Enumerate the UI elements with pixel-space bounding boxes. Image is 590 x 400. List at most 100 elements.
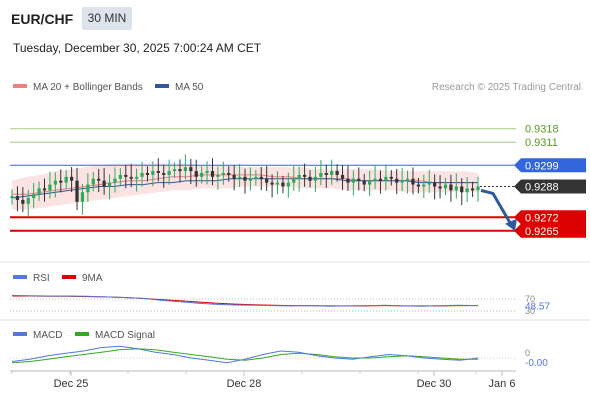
macd-legend-label: MACD [33,330,62,341]
macd-signal-legend-swatch [75,332,89,336]
level-tag-pivot [514,158,586,173]
ma9-legend-label: 9MA [82,273,103,284]
candle-body [265,178,269,183]
level-label-pivot: 0.9299 [525,160,559,172]
candle-body [42,188,47,191]
macd-signal-legend-label: MACD Signal [95,330,155,341]
ma20-legend-swatch [13,84,27,88]
candle-body [389,176,393,179]
candle-body [449,184,453,191]
candle-body [319,173,323,177]
level-label-support: 0.9272 [525,212,559,224]
candle-body [48,184,52,191]
x-tick-label: Jan 6 [489,378,516,390]
candle-body [227,173,231,175]
ma20-legend-label: MA 20 + Bollinger Bands [33,82,143,93]
candle-body [26,198,30,204]
level-label-resistance: 0.9318 [525,124,559,136]
rsi-legend-label: RSI [33,273,50,284]
candle-body [308,176,312,181]
candle-body [433,182,437,187]
candle-body [302,174,307,177]
candle-body [91,178,95,185]
candle-body [75,180,79,202]
candle-body [32,194,36,199]
candle-body [400,180,404,183]
candle-body [97,178,101,181]
candle-body [167,171,171,175]
candle-body [183,167,188,172]
candle-body [156,171,160,173]
candle-body [335,171,339,175]
candle-body [313,176,318,181]
candle-body [194,171,198,177]
header: EUR/CHF 30 MIN Tuesday, December 30, 202… [0,0,590,74]
forecast-arrow [480,189,512,224]
candle-body [178,169,182,172]
level-label-resistance: 0.9311 [525,137,558,149]
candle-body [362,180,366,185]
candle-body [21,199,25,204]
ma9-legend-swatch [62,275,76,279]
candle-body [113,178,117,183]
timeframe-badge[interactable]: 30 MIN [82,7,132,30]
candle-body [411,178,415,185]
macd-tick-label: 0 [525,348,530,358]
candle-body [427,182,431,185]
candle-body [162,173,166,175]
candle-body [476,186,480,191]
candle-body [107,182,112,187]
candle-body [118,174,122,179]
rsi-legend-swatch [13,275,27,279]
candle-body [232,174,236,179]
candle-body [205,171,209,173]
level-label-support: 0.9265 [525,226,559,238]
candle-body [80,192,85,202]
candle-body [373,178,377,181]
candle-body [37,188,41,195]
candle-body [210,171,215,177]
candle-body [172,169,177,172]
candle-body [59,180,63,183]
rsi-tick-label: 70 [525,294,535,304]
macd-value: -0.00 [525,358,548,369]
candle-body [69,176,74,181]
candle-body [395,178,399,183]
rsi-value: 48.57 [525,301,550,312]
candle-body [443,184,448,189]
candle-body [102,180,106,187]
x-axis: Dec 25 Dec 28 Dec 30 Jan 6 [11,371,516,390]
candle-body [438,186,442,189]
x-tick-label: Dec 25 [54,378,89,390]
candle-body [346,178,350,183]
candle-body [330,171,334,175]
candle-body [216,174,220,177]
candle-body [275,182,280,185]
rsi-line [11,294,479,307]
candle-body [254,176,258,179]
candle-body [422,184,426,187]
candle-body [64,176,68,183]
candle-body [324,173,328,175]
candle-body [357,178,361,181]
candle-body [351,178,355,183]
candle-body [286,182,290,187]
level-tag-support [514,210,586,225]
macd-signal-line [11,348,478,364]
candle-body [151,171,155,175]
candle-body [270,182,274,185]
level-label-current: 0.9288 [525,181,559,193]
ma9-line [12,295,478,307]
rsi-tick-label: 30 [525,306,535,316]
candle-body [297,174,301,179]
candle-body [200,173,204,177]
candle-body [281,182,285,187]
ma50-legend-label: MA 50 [175,82,204,93]
candle-body [10,196,14,199]
candle-body [368,180,372,185]
candle-body [378,178,383,181]
candle-body [15,196,20,200]
candle-body [145,173,150,175]
